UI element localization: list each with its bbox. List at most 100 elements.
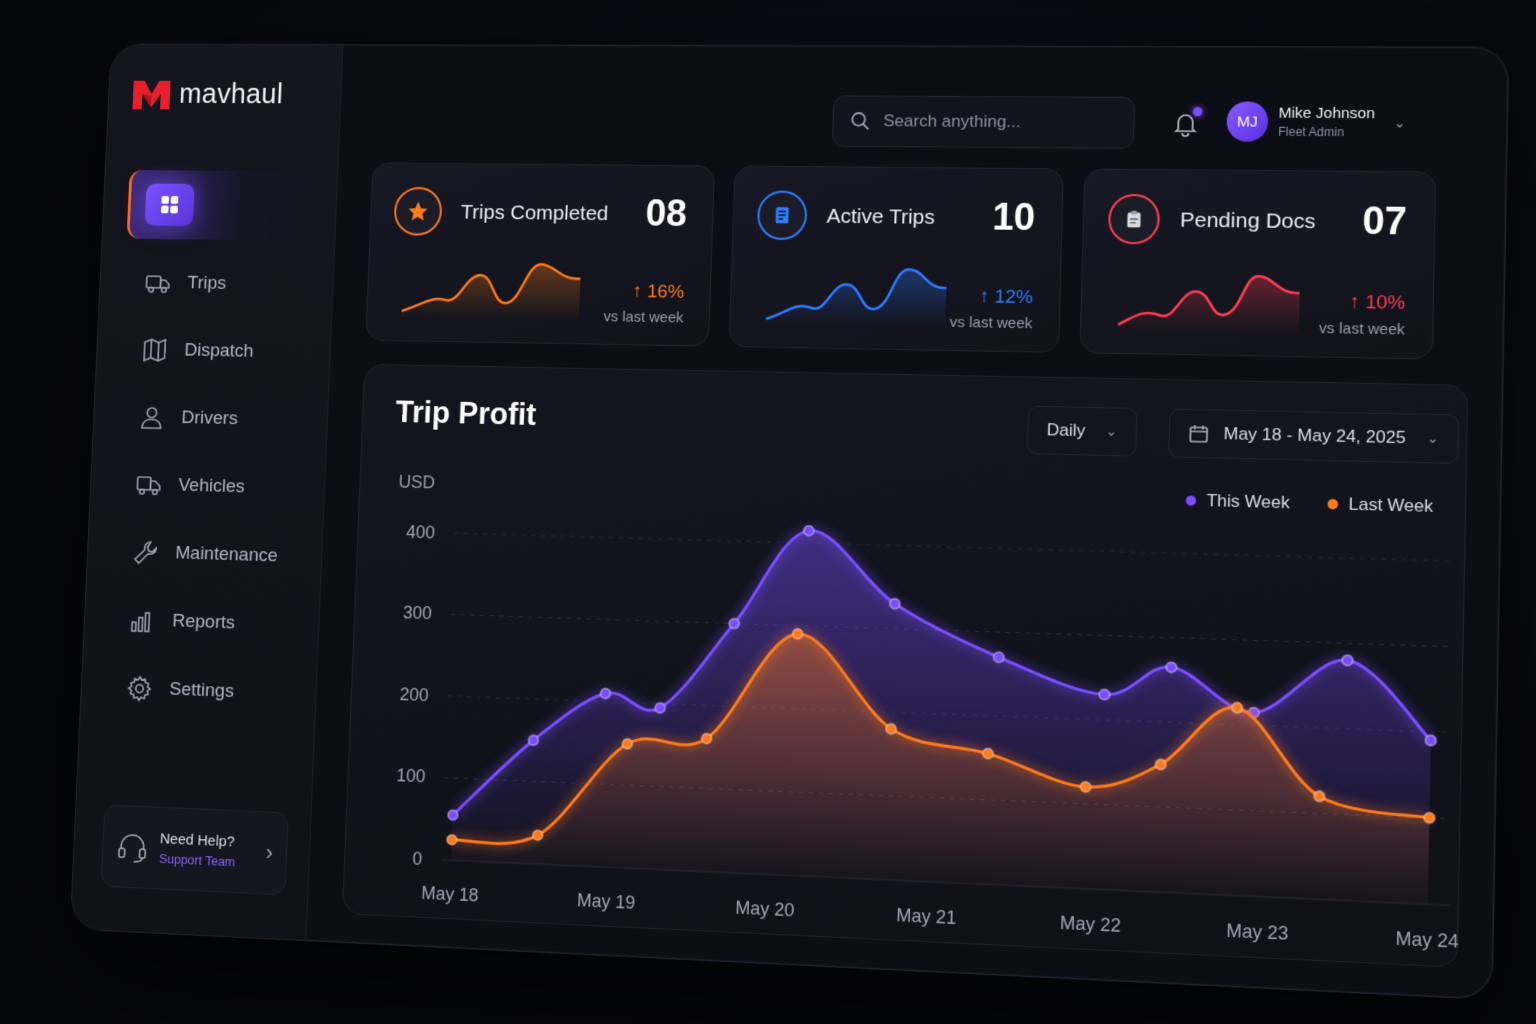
legend-item-this-week[interactable]: This Week xyxy=(1186,490,1291,513)
help-card[interactable]: Need Help? Support Team › xyxy=(101,804,289,895)
legend-swatch xyxy=(1186,495,1197,505)
legend-label: This Week xyxy=(1206,491,1290,514)
kpi-card-trips-completed[interactable]: Trips Completed 08 ↑ 16% vs last week xyxy=(365,162,715,346)
kpi-compare: vs last week xyxy=(1319,320,1405,339)
sidebar-item-settings[interactable]: Settings xyxy=(126,675,235,706)
data-point-this-week xyxy=(448,810,458,820)
data-point-this-week xyxy=(600,688,610,698)
kpi-value: 10 xyxy=(992,197,1036,240)
sidebar-item-maintenance[interactable]: Maintenance xyxy=(132,539,278,570)
user-menu[interactable]: MJ Mike Johnson Fleet Admin ⌄ xyxy=(1226,101,1406,142)
data-point-this-week xyxy=(1425,735,1436,746)
gear-icon xyxy=(126,675,153,703)
sparkline-chart xyxy=(401,257,595,322)
date-range-picker[interactable]: May 18 - May 24, 2025 ⌄ xyxy=(1168,409,1459,464)
headset-icon xyxy=(116,830,149,865)
sidebar-item-vehicles[interactable]: Vehicles xyxy=(135,471,245,501)
data-point-last-week xyxy=(1424,812,1435,823)
x-tick-label: May 23 xyxy=(1226,920,1289,944)
brand-logo[interactable]: mavhaul xyxy=(130,77,283,112)
legend-label: Last Week xyxy=(1348,494,1433,517)
sidebar-item-trips[interactable]: Trips xyxy=(144,269,226,297)
notification-dot xyxy=(1193,107,1202,116)
legend-swatch xyxy=(1327,499,1338,510)
kpi-change: ↑ 12% xyxy=(979,286,1033,309)
star-icon xyxy=(393,187,442,236)
clipboard-icon xyxy=(1108,194,1160,245)
search-input[interactable]: Search anything... xyxy=(832,95,1135,148)
data-point-this-week xyxy=(655,703,665,713)
data-point-last-week xyxy=(1314,791,1325,802)
sidebar-item-label: Maintenance xyxy=(175,543,278,567)
data-point-this-week xyxy=(528,735,538,745)
y-axis-label: USD xyxy=(398,472,435,493)
dashboard-window: mavhaul Trips Dispatch xyxy=(70,44,1510,1000)
user-icon xyxy=(138,404,165,432)
x-tick-label: May 18 xyxy=(421,883,479,906)
data-point-last-week xyxy=(622,739,632,749)
truck-icon xyxy=(144,269,171,296)
data-point-this-week xyxy=(729,618,739,628)
data-point-last-week xyxy=(792,629,802,639)
kpi-change-value: 12% xyxy=(994,287,1033,309)
user-info: Mike Johnson Fleet Admin xyxy=(1278,105,1375,140)
sidebar-item-drivers[interactable]: Drivers xyxy=(138,404,238,433)
data-point-last-week xyxy=(886,724,896,735)
help-text: Need Help? Support Team xyxy=(159,830,237,869)
sidebar-item-dispatch[interactable]: Dispatch xyxy=(141,336,254,365)
trip-profit-card: USD 0 100 200 300 400 May 18 May 19 May 20 May 21… xyxy=(342,364,1468,968)
search-icon xyxy=(849,110,872,132)
notifications-button[interactable] xyxy=(1171,109,1203,139)
map-icon xyxy=(141,336,168,363)
document-icon xyxy=(757,190,808,240)
y-tick-label: 200 xyxy=(399,684,429,705)
data-point-last-week xyxy=(1232,702,1243,713)
data-point-this-week xyxy=(1099,689,1110,700)
data-point-this-week xyxy=(890,599,900,609)
sidebar-item-label: Reports xyxy=(172,611,235,634)
bar-chart-icon xyxy=(129,607,156,635)
data-point-last-week xyxy=(983,748,993,759)
data-point-this-week xyxy=(1342,655,1353,666)
kpi-change: ↑ 16% xyxy=(632,281,684,303)
sidebar-item-dashboard[interactable] xyxy=(126,170,315,241)
chevron-down-icon: ⌄ xyxy=(1393,114,1406,131)
kpi-label: Trips Completed xyxy=(460,201,608,226)
search-placeholder: Search anything... xyxy=(883,111,1021,132)
calendar-icon xyxy=(1188,423,1209,444)
chart-title: Trip Profit xyxy=(395,395,537,433)
interval-value: Daily xyxy=(1046,420,1085,441)
chevron-down-icon: ⌄ xyxy=(1427,430,1439,447)
sidebar: mavhaul Trips Dispatch xyxy=(71,45,344,941)
x-tick-label: May 19 xyxy=(577,890,636,913)
y-tick-label: 100 xyxy=(396,766,426,787)
dashboard-grid-icon xyxy=(145,183,195,226)
y-tick-label: 300 xyxy=(403,603,433,624)
x-tick-label: May 21 xyxy=(896,905,957,928)
support-team-link[interactable]: Support Team xyxy=(159,851,236,869)
sidebar-item-label: Drivers xyxy=(181,408,238,430)
kpi-change: ↑ 10% xyxy=(1350,292,1406,315)
x-tick-label: May 20 xyxy=(735,897,795,920)
kpi-card-pending-docs[interactable]: Pending Docs 07 ↑ 10% vs last week xyxy=(1079,169,1436,360)
chevron-right-icon: › xyxy=(265,840,273,866)
avatar: MJ xyxy=(1226,101,1268,142)
kpi-card-active-trips[interactable]: Active Trips 10 ↑ 12% vs last week xyxy=(729,166,1064,353)
mavhaul-logo-icon xyxy=(130,77,172,111)
kpi-label: Active Trips xyxy=(826,205,935,230)
data-point-this-week xyxy=(804,526,814,536)
kpi-compare: vs last week xyxy=(949,314,1032,332)
y-tick-label: 400 xyxy=(406,522,436,543)
y-tick-label: 0 xyxy=(412,849,422,869)
sidebar-item-reports[interactable]: Reports xyxy=(129,607,235,638)
legend-item-last-week[interactable]: Last Week xyxy=(1327,494,1433,517)
data-point-last-week xyxy=(447,835,457,845)
sparkline-chart xyxy=(1118,266,1326,334)
date-range-value: May 18 - May 24, 2025 xyxy=(1223,424,1405,448)
sidebar-item-label: Trips xyxy=(187,273,227,295)
kpi-change-value: 10% xyxy=(1365,292,1405,314)
interval-select[interactable]: Daily ⌄ xyxy=(1027,406,1137,457)
sparkline-chart xyxy=(766,261,967,328)
kpi-label: Pending Docs xyxy=(1180,209,1316,235)
